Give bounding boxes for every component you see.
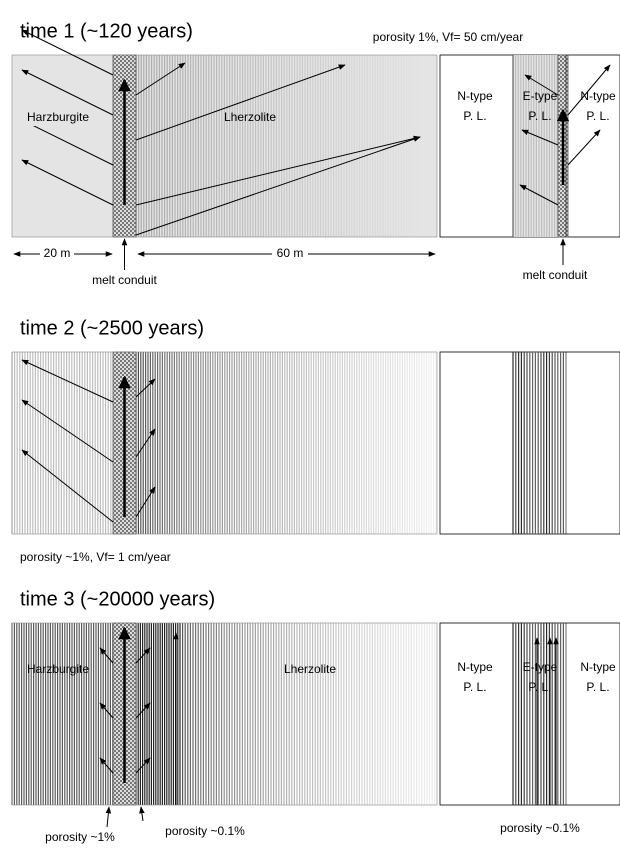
zone-sub: P. L. xyxy=(586,680,609,694)
block-frame xyxy=(11,351,438,535)
arrow xyxy=(21,69,114,116)
arrow xyxy=(21,449,114,523)
arrow xyxy=(135,428,156,458)
arrow xyxy=(135,378,156,398)
zone-sub: P. L. xyxy=(463,680,486,694)
scale-label: 20 m xyxy=(44,246,71,260)
arrow xyxy=(135,62,186,96)
zone-name: E-type xyxy=(523,660,558,674)
porosity-label: porosity ~0.1% xyxy=(500,821,580,835)
arrow xyxy=(135,486,156,518)
porosity-label: porosity ~1% xyxy=(45,830,115,844)
arrow xyxy=(135,757,151,774)
conduit-label: melt conduit xyxy=(92,273,157,287)
panel-title: time 1 (~120 years) xyxy=(20,20,193,42)
rock-label: Harzburgite xyxy=(27,662,89,676)
panel-title: time 3 (~20000 years) xyxy=(20,588,215,610)
arrow xyxy=(21,399,114,463)
zone-sub: P. L. xyxy=(528,680,551,694)
block-frame xyxy=(11,622,438,806)
rock-label: Harzburgite xyxy=(27,110,89,124)
rock-label: Lherzolite xyxy=(284,662,336,676)
arrow xyxy=(567,64,611,116)
arrow xyxy=(99,702,114,719)
note: porosity ~1%, Vf= 1 cm/year xyxy=(20,550,171,564)
block-frame xyxy=(11,54,438,238)
zone-name: E-type xyxy=(523,89,558,103)
arrow xyxy=(519,184,559,206)
arrow xyxy=(524,74,559,96)
arrow xyxy=(21,359,114,403)
arrow xyxy=(99,647,114,664)
zone-sub: P. L. xyxy=(463,109,486,123)
porosity-label: porosity ~0.1% xyxy=(165,824,245,838)
zone-sub: P. L. xyxy=(528,109,551,123)
zone-name: N-type xyxy=(580,660,616,674)
zone-name: N-type xyxy=(457,89,493,103)
rock-label: Lherzolite xyxy=(224,110,276,124)
arrow xyxy=(567,129,601,166)
zone-name: N-type xyxy=(457,660,493,674)
arrow xyxy=(135,64,346,141)
label-bg xyxy=(18,110,98,126)
arrow xyxy=(135,702,151,719)
arrow xyxy=(21,119,114,166)
arrow xyxy=(135,647,151,664)
arrow xyxy=(521,129,559,146)
arrow xyxy=(21,159,114,206)
pointer xyxy=(139,806,145,822)
arrow xyxy=(135,135,421,206)
note: porosity 1%, Vf= 50 cm/year xyxy=(373,30,523,44)
arrow xyxy=(99,757,114,774)
zone-name: N-type xyxy=(580,89,616,103)
scale-label: 60 m xyxy=(277,246,304,260)
pointer xyxy=(105,806,112,828)
arrow xyxy=(135,136,421,236)
zone-sub: P. L. xyxy=(586,109,609,123)
panel-title: time 2 (~2500 years) xyxy=(20,317,204,339)
arrow xyxy=(21,29,114,76)
conduit-label: melt conduit xyxy=(523,268,588,282)
